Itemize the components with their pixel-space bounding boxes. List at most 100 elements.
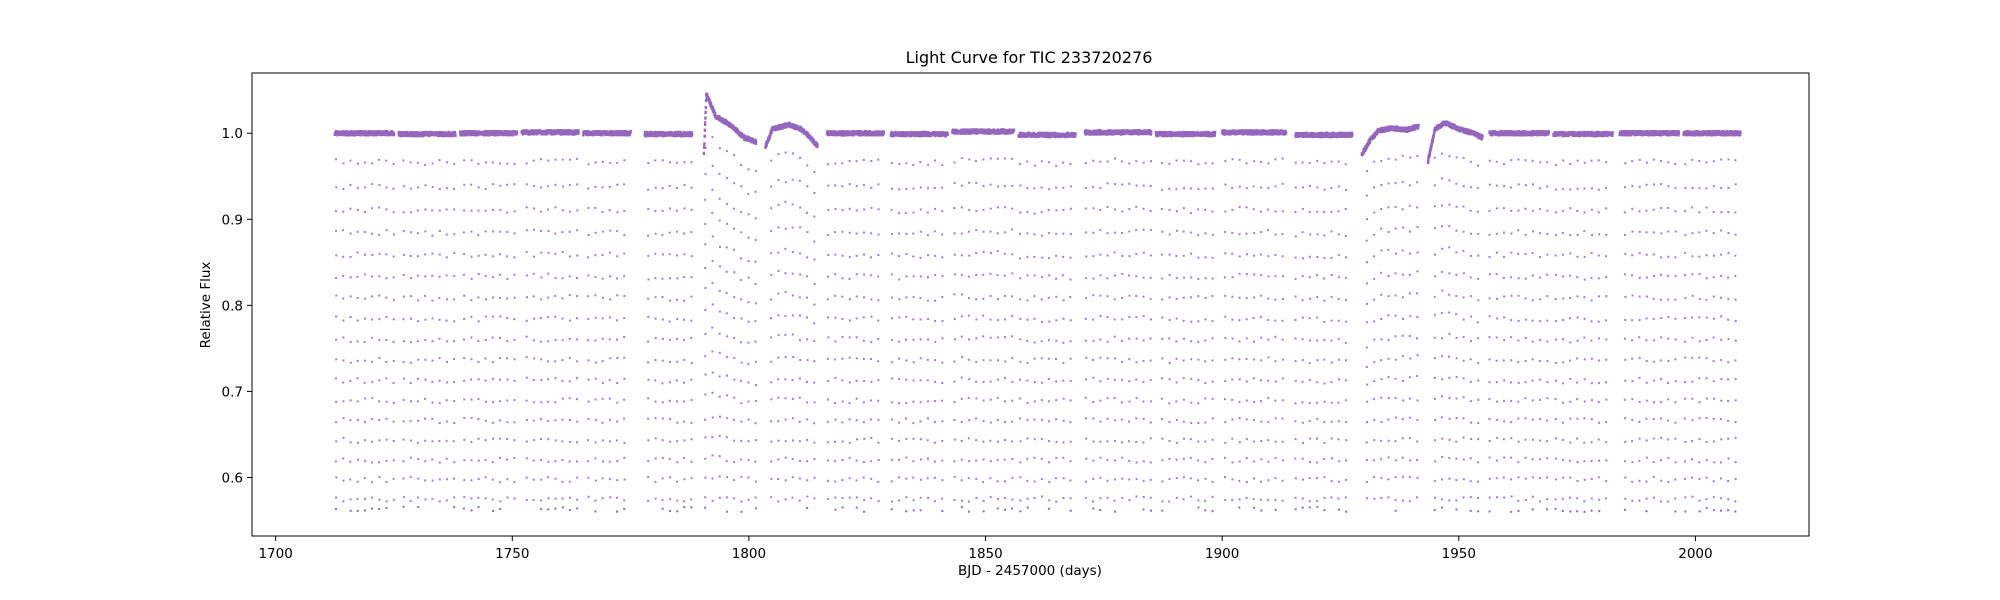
data-point <box>711 235 714 238</box>
data-point <box>1099 420 1102 423</box>
data-point <box>484 230 487 233</box>
data-point <box>848 319 851 322</box>
data-point <box>733 356 736 359</box>
data-point <box>855 232 858 235</box>
data-point <box>594 398 597 401</box>
data-point <box>506 421 509 424</box>
data-point <box>1062 441 1065 444</box>
data-point <box>968 208 971 211</box>
data-point <box>769 316 772 319</box>
data-point <box>683 134 686 137</box>
data-point <box>967 230 970 233</box>
data-point <box>385 400 388 403</box>
data-point <box>445 420 448 423</box>
data-point <box>554 360 557 363</box>
data-point <box>491 498 494 501</box>
data-point <box>1069 233 1072 236</box>
data-point <box>431 317 434 320</box>
data-point <box>554 206 557 209</box>
data-point <box>926 457 929 460</box>
data-point <box>718 197 721 200</box>
data-point <box>960 335 963 338</box>
data-point <box>554 401 557 404</box>
data-point <box>975 251 978 254</box>
data-point <box>996 480 999 483</box>
data-point <box>540 251 543 254</box>
data-point <box>356 377 359 380</box>
data-point <box>513 163 516 166</box>
data-point <box>349 316 352 319</box>
data-point <box>1041 134 1044 137</box>
data-point <box>975 397 978 400</box>
data-point <box>513 457 516 460</box>
data-point <box>417 131 420 134</box>
data-point <box>690 132 694 136</box>
data-point <box>470 255 473 258</box>
data-point <box>647 340 650 343</box>
data-point <box>1062 361 1065 364</box>
data-point <box>506 317 509 320</box>
data-point <box>877 158 880 161</box>
data-point <box>855 254 858 257</box>
data-point <box>668 338 671 341</box>
data-point <box>905 378 908 381</box>
data-point <box>370 440 373 443</box>
data-point <box>470 209 473 212</box>
data-point <box>525 440 528 443</box>
data-point <box>654 252 657 255</box>
data-point <box>826 357 829 360</box>
data-point <box>1040 298 1043 301</box>
data-point <box>669 133 672 136</box>
data-point <box>645 134 648 138</box>
data-point <box>623 275 626 278</box>
data-point <box>708 99 712 103</box>
data-point <box>890 437 893 440</box>
data-point <box>813 458 816 461</box>
data-point <box>1019 461 1022 464</box>
data-point <box>926 276 929 279</box>
data-point <box>594 441 597 444</box>
data-point <box>554 507 557 510</box>
data-point <box>683 339 686 342</box>
data-point <box>1041 478 1044 481</box>
data-point <box>726 335 729 338</box>
data-point <box>1041 256 1044 259</box>
data-point <box>499 336 502 339</box>
data-point <box>539 317 542 320</box>
data-point <box>848 456 851 459</box>
data-point <box>791 458 794 461</box>
data-point <box>668 184 671 187</box>
data-point <box>941 459 944 462</box>
data-point <box>363 340 366 343</box>
data-point <box>385 506 388 509</box>
data-point <box>445 208 448 211</box>
data-point <box>616 131 619 134</box>
data-point <box>409 476 412 479</box>
data-point <box>770 478 773 481</box>
data-point <box>996 274 999 277</box>
data-point <box>747 362 750 365</box>
data-point <box>506 340 509 343</box>
data-point <box>424 184 427 187</box>
data-point <box>513 497 516 500</box>
data-point <box>912 232 915 235</box>
data-point <box>683 439 686 442</box>
data-point <box>1084 339 1087 342</box>
data-point <box>453 298 456 301</box>
data-point <box>1055 232 1058 235</box>
data-point <box>996 157 999 160</box>
data-point <box>1003 252 1006 255</box>
data-point <box>417 458 420 461</box>
data-point <box>834 496 837 499</box>
data-point <box>431 252 434 255</box>
data-point <box>1121 210 1124 213</box>
data-point <box>431 162 434 165</box>
data-point <box>919 256 922 259</box>
data-point <box>941 420 944 423</box>
data-point <box>561 185 564 188</box>
data-point <box>1040 160 1043 163</box>
data-point <box>506 277 509 280</box>
data-point <box>409 500 412 503</box>
data-point <box>953 131 956 134</box>
data-point <box>453 162 456 165</box>
